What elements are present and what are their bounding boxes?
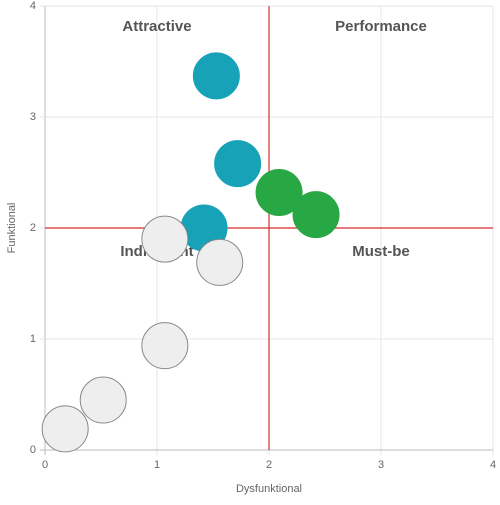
bubble [141,322,189,370]
quadrant-label: Performance [335,18,427,35]
y-tick-label: 0 [30,444,36,456]
bubble [79,376,127,424]
bubble [196,238,244,286]
x-tick-label: 2 [266,459,272,471]
x-tick-label: 0 [42,459,48,471]
bubble [255,168,303,216]
bubble [292,191,340,239]
quadrant-label: Attractive [122,18,191,35]
bubble [141,215,189,263]
bubble [214,140,262,188]
y-tick-label: 1 [30,333,36,345]
bubble [192,52,240,100]
y-tick-label: 4 [30,0,36,12]
y-tick-label: 3 [30,111,36,123]
x-axis-title: Dysfunktional [236,483,302,495]
y-tick-label: 2 [30,222,36,234]
y-axis-title: Funktional [6,203,18,254]
x-tick-label: 3 [378,459,384,471]
x-tick-label: 4 [490,459,496,471]
x-tick-label: 1 [154,459,160,471]
bubble [41,405,89,453]
quadrant-label: Must-be [352,243,410,260]
